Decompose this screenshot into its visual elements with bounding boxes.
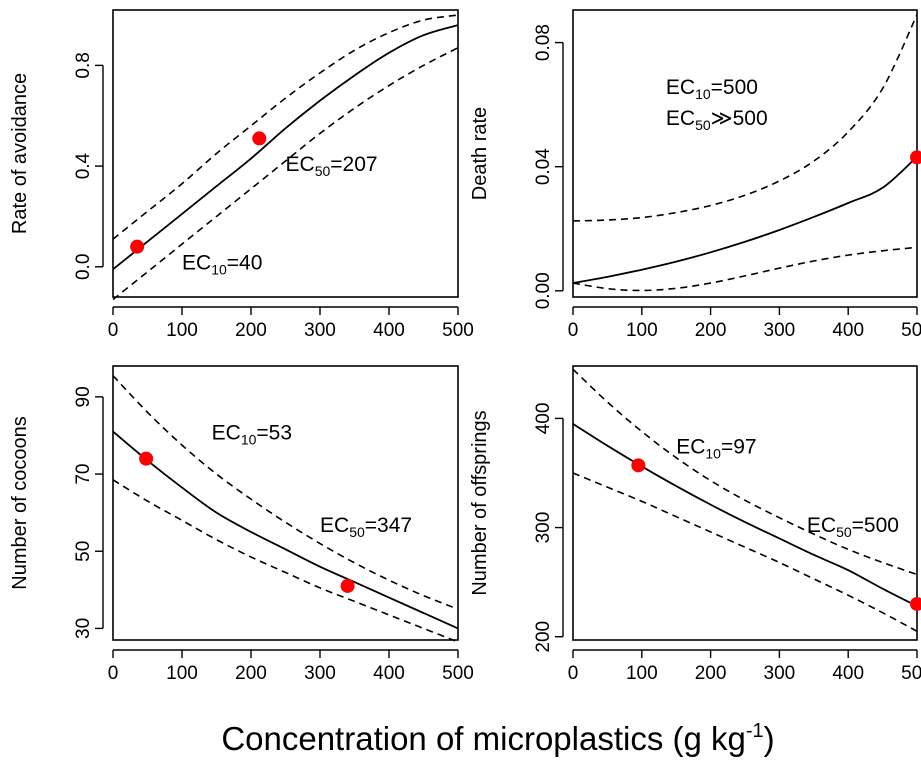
death-rate-ec-annotation: EC10=500 [666,76,758,102]
cocoons-x-tick-label: 300 [304,663,336,684]
offsprings-x-tick-label: 300 [764,663,796,684]
offsprings-lower-confidence-line [572,472,918,632]
death-rate-y-tick-label: 0.04 [533,148,554,185]
cocoons-y-tick-label: 50 [73,541,94,562]
death-rate-x-tick-label: 300 [764,320,796,341]
cocoons-fitted-curve [112,430,459,630]
death-rate-plot-frame [572,9,918,298]
cocoons-upper-confidence-line [112,375,459,610]
cocoons-x-tick-label: 400 [373,663,405,684]
death-rate-lower-confidence-line [572,246,918,292]
offsprings-fitted-curve [572,423,918,607]
death-rate-x-tick-label: 0 [568,320,579,341]
avoidance-ec-point [252,131,267,146]
cocoons-y-tick-label: 90 [73,386,94,407]
avoidance-y-tick-label: 0.8 [73,52,94,78]
x-axis-title: Concentration of microplastics (g kg-1) [221,720,774,757]
offsprings-plot-frame [572,365,918,641]
offsprings-y-tick-label: 300 [533,512,554,544]
avoidance-y-axis-title: Rate of avoidance [9,73,31,234]
x-axis-title-main: Concentration of microplastics (g kg [221,720,746,757]
avoidance-y-tick-label: 0.4 [73,152,94,179]
x-axis-title-superscript: -1 [746,720,764,742]
death-rate-fitted-curve [572,156,918,284]
cocoons-ec-point [139,451,154,466]
avoidance-lower-confidence-line [112,47,459,301]
death-rate-x-tick-label: 400 [832,320,864,341]
cocoons-lower-confidence-line [112,479,459,643]
panel-cocoons: 0 100 200 300 400 500 30 50 70 90 Number of cocoon… [9,365,474,684]
death-rate-ec-point [910,150,921,165]
offsprings-x-tick-label: 500 [901,663,921,684]
death-rate-ec-annotation: EC50≫500 [666,107,768,133]
offsprings-ec-point [910,596,921,611]
offsprings-x-tick-label: 0 [568,663,579,684]
cocoons-y-axis-title: Number of cocoons [9,416,31,589]
avoidance-upper-confidence-line [112,14,459,240]
offsprings-x-tick-label: 200 [695,663,727,684]
avoidance-x-tick-label: 300 [304,320,336,341]
offsprings-y-tick-label: 200 [533,621,554,653]
offsprings-ec-annotation: EC50=500 [807,514,899,540]
cocoons-y-tick-label: 30 [73,618,94,639]
avoidance-ec-annotation: EC50=207 [286,153,378,179]
avoidance-y-tick-label: 0.0 [73,254,94,280]
offsprings-x-tick-label: 400 [832,663,864,684]
cocoons-ec-annotation: EC10=53 [212,421,292,447]
cocoons-x-tick-label: 100 [166,663,198,684]
offsprings-ec-point [631,458,646,473]
panel-death-rate: 0 100 200 300 400 500 0.00 0.04 0.08 Death rate EC… [469,9,921,341]
death-rate-x-tick-label: 100 [626,320,658,341]
avoidance-x-tick-label: 100 [166,320,198,341]
offsprings-upper-confidence-line [572,368,918,576]
x-axis-title-close: ) [764,720,775,757]
cocoons-ec-point [340,578,355,593]
avoidance-x-tick-label: 0 [108,320,119,341]
cocoons-y-tick-label: 70 [73,463,94,484]
avoidance-x-tick-label: 500 [442,320,474,341]
panel-offsprings: 0 100 200 300 400 500 200 300 400 Number of offsp… [469,365,921,684]
death-rate-y-axis-title: Death rate [469,107,491,200]
cocoons-x-tick-label: 0 [108,663,119,684]
avoidance-x-tick-label: 200 [235,320,267,341]
cocoons-plot-frame [112,365,459,641]
avoidance-ec-annotation: EC10=40 [182,251,262,277]
avoidance-plot-frame [112,9,459,298]
death-rate-y-tick-label: 0.08 [533,24,554,61]
avoidance-x-tick-label: 400 [373,320,405,341]
cocoons-x-tick-label: 200 [235,663,267,684]
death-rate-upper-confidence-line [572,14,918,222]
cocoons-x-tick-label: 500 [442,663,474,684]
offsprings-y-axis-title: Number of offsprings [469,410,491,595]
cocoons-ec-annotation: EC50=347 [320,514,412,540]
offsprings-y-tick-label: 400 [533,403,554,435]
death-rate-y-tick-label: 0.00 [533,272,554,309]
avoidance-ec-point [130,239,145,254]
offsprings-x-tick-label: 100 [626,663,658,684]
death-rate-x-tick-label: 200 [695,320,727,341]
avoidance-fitted-curve [112,24,459,271]
panel-avoidance: 0 100 200 300 400 500 0.0 0.4 0.8 Rate of avoidan… [9,9,474,341]
offsprings-ec-annotation: EC10=97 [676,435,756,461]
death-rate-x-tick-label: 500 [901,320,921,341]
